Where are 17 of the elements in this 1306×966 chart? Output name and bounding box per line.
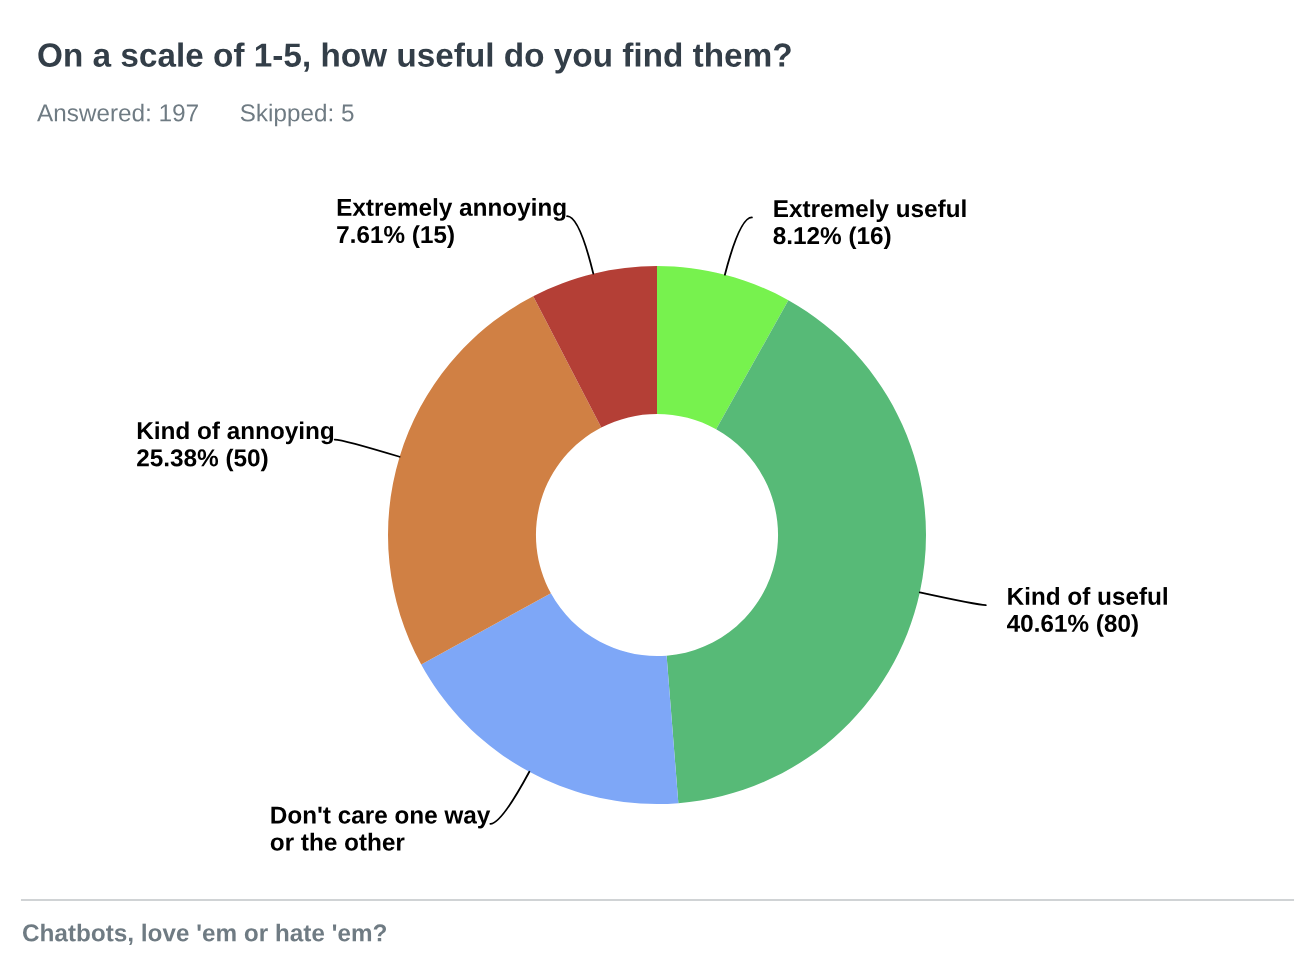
data-label: 7.61% (15) <box>337 225 454 248</box>
donut-slice <box>388 296 602 665</box>
slice-label: Extremely useful <box>774 199 966 223</box>
slice-label: Kind of annoying <box>137 421 334 445</box>
chart-subtitle: Answered: 197 Skipped: 5 <box>37 103 354 127</box>
slice-label: Don't care one way or the other <box>270 806 491 851</box>
data-label: 40.61% (80) <box>1006 614 1138 637</box>
donut-slice <box>421 593 679 804</box>
data-label: 25.38% (50) <box>137 448 268 472</box>
slice-label: Kind of useful <box>1008 587 1167 605</box>
donut-slice <box>533 266 657 428</box>
chart-title: On a scale of 1-5, how useful do you find them? <box>38 42 791 74</box>
donut-slice <box>657 266 789 430</box>
text: Chatbots, love 'em or hate 'em? <box>23 923 387 946</box>
donut-slice <box>666 300 926 804</box>
data-label: 8.12% (16) <box>773 226 891 250</box>
slice-label: Extremely annoying <box>337 198 566 221</box>
